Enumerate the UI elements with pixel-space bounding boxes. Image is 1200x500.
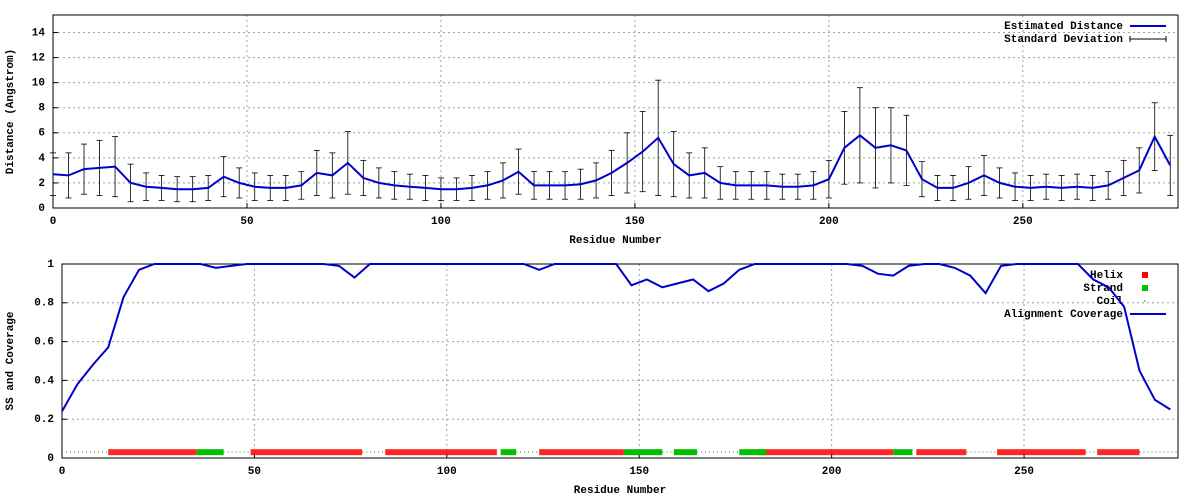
x-tick-label: 150: [629, 466, 649, 478]
strand-segment: [623, 449, 663, 456]
x-tick-label: 0: [59, 466, 66, 478]
legend-marker: [1142, 285, 1148, 291]
x-tick-label: 150: [625, 216, 645, 228]
x-tick-label: 50: [248, 466, 261, 478]
strand-segment: [893, 449, 913, 456]
x-tick-label: 200: [819, 216, 839, 228]
strand-segment: [739, 449, 767, 456]
strand-segment: [500, 449, 517, 456]
y-tick-label: 2: [38, 178, 45, 190]
legend-marker: [1142, 272, 1148, 278]
y-tick-label: 10: [32, 78, 45, 90]
y-tick-label: 1: [47, 259, 54, 271]
y-tick-label: 0: [47, 453, 54, 465]
y-axis-label: Distance (Angstrom): [5, 49, 17, 174]
helix-segment: [385, 449, 497, 456]
x-tick-label: 100: [431, 216, 451, 228]
y-tick-label: 4: [38, 153, 45, 165]
y-tick-label: 0: [38, 203, 45, 215]
y-tick-label: 0.4: [34, 375, 54, 387]
helix-segment: [758, 449, 894, 456]
helix-segment: [916, 449, 967, 456]
x-tick-label: 100: [437, 466, 457, 478]
x-tick-label: 250: [1013, 216, 1033, 228]
plot-frame: [61, 263, 1179, 459]
y-tick-label: 6: [38, 128, 45, 140]
x-tick-label: 0: [50, 216, 57, 228]
legend-label: Alignment Coverage: [1004, 309, 1123, 321]
helix-segment: [250, 449, 363, 456]
y-tick-label: 0.2: [34, 414, 54, 426]
helix-segment: [539, 449, 624, 456]
legend-label: Standard Deviation: [1004, 34, 1123, 46]
y-tick-label: 0.6: [34, 337, 54, 349]
strand-segment: [673, 449, 697, 456]
x-axis-label: Residue Number: [574, 485, 666, 497]
legend-marker: [1144, 300, 1146, 302]
helix-segment: [997, 449, 1086, 456]
helix-segment: [108, 449, 197, 456]
data-line: [61, 263, 1171, 412]
legend-label: Helix: [1090, 270, 1123, 282]
x-tick-label: 250: [1014, 466, 1034, 478]
y-tick-label: 8: [38, 103, 45, 115]
helix-segment: [1097, 449, 1140, 456]
y-axis-label: SS and Coverage: [5, 311, 17, 410]
x-axis-label: Residue Number: [569, 235, 661, 247]
data-line: [52, 134, 1172, 191]
y-tick-label: 12: [32, 53, 45, 65]
strand-segment: [196, 449, 224, 456]
x-tick-label: 200: [822, 466, 842, 478]
y-tick-label: 14: [32, 27, 46, 39]
x-tick-label: 50: [240, 216, 253, 228]
plot-frame: [52, 14, 1179, 209]
y-tick-label: 0.8: [34, 298, 54, 310]
legend-label: Estimated Distance: [1004, 21, 1123, 33]
